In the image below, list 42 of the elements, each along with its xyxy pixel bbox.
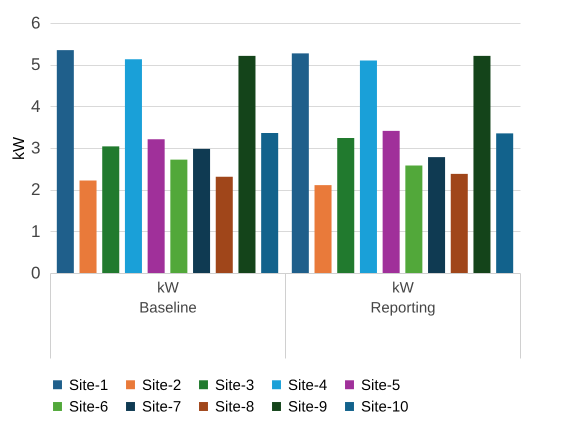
y-tick-label: 2: [31, 180, 40, 200]
bar: [193, 148, 210, 273]
bar: [314, 185, 332, 273]
y-tick-label: 6: [31, 14, 40, 32]
legend-label: Site-10: [361, 398, 409, 416]
y-tick-label: 0: [31, 264, 40, 282]
bar: [261, 133, 278, 273]
bar: [238, 56, 256, 273]
bar: [450, 174, 468, 273]
bar: [337, 138, 354, 273]
bar: [292, 53, 309, 273]
bar: [148, 139, 165, 273]
bar: [496, 133, 514, 273]
bar: [405, 166, 422, 273]
legend-label: Site-9: [288, 398, 328, 416]
bar: [428, 157, 446, 273]
legend-label: Site-6: [69, 398, 108, 416]
bar: [382, 130, 400, 273]
bar: [473, 56, 490, 273]
y-tick-label: 1: [31, 222, 40, 241]
x-tick-label: Baseline: [139, 300, 197, 316]
legend-label: Site-8: [215, 398, 254, 416]
y-axis-title: kW: [11, 136, 28, 160]
text: kW: [157, 280, 180, 296]
x-tick-label: Reporting: [370, 300, 436, 316]
bar: [124, 59, 142, 273]
bar: [102, 146, 120, 273]
legend-label: Site-7: [142, 398, 182, 416]
legend-label: Site-4: [288, 376, 328, 394]
bar: [170, 160, 188, 273]
y-tick-label: 4: [31, 96, 40, 116]
bar: [56, 50, 74, 273]
text: kW: [392, 280, 415, 296]
bar: [80, 180, 97, 273]
bar: [216, 176, 233, 273]
legend-label: Site-3: [215, 376, 254, 394]
legend-label: Site-5: [361, 376, 400, 394]
bar: [360, 60, 377, 273]
y-tick-label: 5: [31, 55, 40, 74]
legend-label: Site-1: [69, 376, 108, 394]
legend-label: Site-2: [142, 376, 182, 394]
y-tick-label: 3: [31, 138, 40, 158]
